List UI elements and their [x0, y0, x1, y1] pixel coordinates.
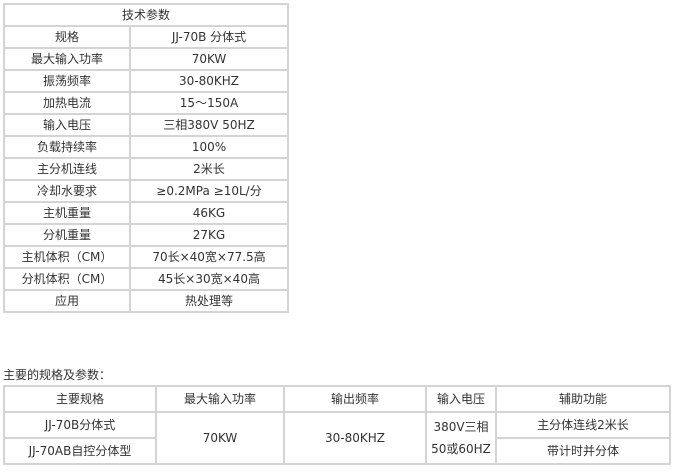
spec-value: 30-80KHZ: [129, 69, 289, 93]
spec-row: 分机体积（CM） 45长×30宽×40高: [3, 267, 289, 291]
spec-row: 冷却水要求 ≥0.2MPa ≥10L/分: [3, 179, 289, 203]
spec-value: JJ-70B 分体式: [129, 25, 289, 49]
spec-label: 加热电流: [3, 91, 131, 115]
spec-row: 负载持续率 100%: [3, 135, 289, 159]
spec-label: 主机重量: [3, 201, 131, 225]
spec-value: 70KW: [129, 47, 289, 71]
spec-value: 热处理等: [129, 289, 289, 313]
frequency-cell: 30-80KHZ: [283, 411, 427, 465]
spec-label: 应用: [3, 289, 131, 313]
spec-value: ≥0.2MPa ≥10L/分: [129, 179, 289, 203]
spec-value: 三相380V 50HZ: [129, 113, 289, 137]
spec-label: 振荡频率: [3, 69, 131, 93]
header-row: 主要规格 最大输入功率 输出频率 输入电压 辅助功能: [3, 385, 671, 413]
spec-value: 46KG: [129, 201, 289, 225]
model-cell: JJ-70AB自控分体型: [3, 437, 157, 465]
table-row: JJ-70AB自控分体型 带计时并分体: [3, 437, 671, 465]
header-cell: 主要规格: [3, 385, 157, 413]
spec-label: 规格: [3, 25, 131, 49]
spec-row: 最大输入功率 70KW: [3, 47, 289, 71]
spec-label: 主机体积（CM）: [3, 245, 131, 269]
section-caption: 主要的规格及参数：: [3, 368, 112, 382]
header-cell: 最大输入功率: [155, 385, 285, 413]
spec-row: 振荡频率 30-80KHZ: [3, 69, 289, 93]
main-spec-table: 主要规格 最大输入功率 输出频率 输入电压 辅助功能 JJ-70B分体式 70K…: [3, 385, 671, 465]
spec-value: 27KG: [129, 223, 289, 247]
spec-label: 冷却水要求: [3, 179, 131, 203]
spec-table: 技术参数 规格 JJ-70B 分体式 最大输入功率 70KW 振荡频率 30-80KHZ 加…: [3, 3, 289, 313]
function-cell: 主分体连线2米长: [495, 411, 671, 439]
spec-row: 主机体积（CM） 70长×40宽×77.5高: [3, 245, 289, 269]
spec-value: 2米长: [129, 157, 289, 181]
spec-label: 输入电压: [3, 113, 131, 137]
header-cell: 输入电压: [425, 385, 497, 413]
spec-row: 规格 JJ-70B 分体式: [3, 25, 289, 49]
table-row: JJ-70B分体式 70KW 30-80KHZ 380V三相 50或60HZ 主分…: [3, 411, 671, 465]
spec-label: 负载持续率: [3, 135, 131, 159]
spec-label: 分机体积（CM）: [3, 267, 131, 291]
spec-row: 加热电流 15～150A: [3, 91, 289, 115]
header-cell: 辅助功能: [495, 385, 671, 413]
spec-label: 主分机连线: [3, 157, 131, 181]
header-cell: 输出频率: [283, 385, 427, 413]
spec-value: 45长×30宽×40高: [129, 267, 289, 291]
spec-row: 主分机连线 2米长: [3, 157, 289, 181]
spec-row: 应用 热处理等: [3, 289, 289, 313]
spec-table-title: 技术参数: [3, 3, 289, 27]
spec-label: 最大输入功率: [3, 47, 131, 71]
spec-value: 70长×40宽×77.5高: [129, 245, 289, 269]
spec-value: 15～150A: [129, 91, 289, 115]
power-cell: 70KW: [155, 411, 285, 465]
spec-row: 输入电压 三相380V 50HZ: [3, 113, 289, 137]
voltage-cell: 380V三相 50或60HZ: [425, 411, 497, 465]
voltage-line: 50或60HZ: [431, 442, 491, 456]
voltage-line: 380V三相: [433, 420, 489, 434]
model-cell: JJ-70B分体式: [3, 411, 157, 439]
spec-row: 主机重量 46KG: [3, 201, 289, 225]
spec-label: 分机重量: [3, 223, 131, 247]
spec-row: 分机重量 27KG: [3, 223, 289, 247]
function-cell: 带计时并分体: [495, 437, 671, 465]
spec-value: 100%: [129, 135, 289, 159]
